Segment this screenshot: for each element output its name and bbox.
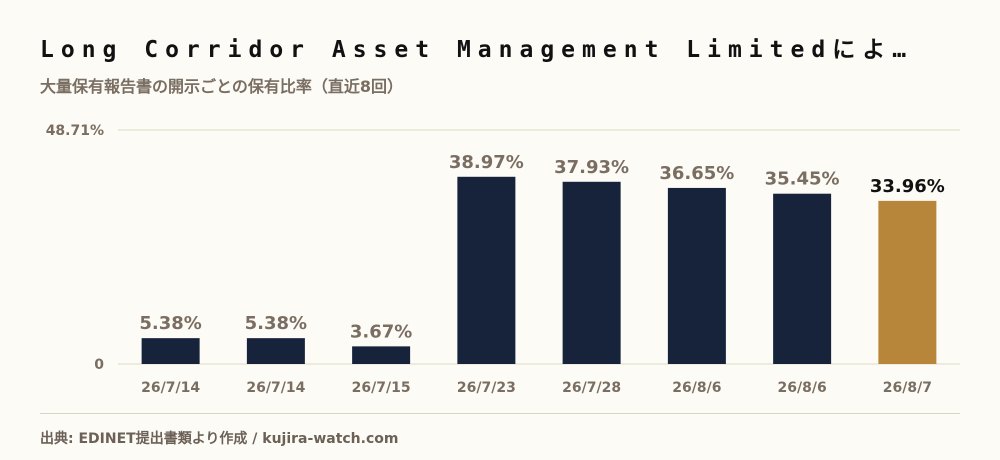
data-label: 36.65% [659,163,734,184]
data-label: 35.45% [765,169,840,190]
bar [141,338,200,364]
bar [246,338,305,364]
x-tick-label: 26/7/14 [246,380,305,396]
x-tick-label: 26/8/7 [883,380,932,396]
data-label: 33.96% [870,176,945,197]
bar [352,346,411,364]
bar [667,187,726,364]
bar [878,200,937,364]
data-label: 3.67% [350,321,412,342]
x-tick-label: 26/7/15 [352,380,411,396]
data-label: 5.38% [139,313,201,334]
bar [562,181,621,364]
x-tick-label: 26/8/6 [778,380,827,396]
source-note: 出典: EDINET提出書類より作成 / kujira-watch.com [40,431,399,447]
bar [773,193,832,364]
data-label: 38.97% [449,152,524,173]
chart-title: Long Corridor Asset Management Limitedによ… [40,37,914,63]
y-tick-label: 48.71% [46,123,104,139]
data-label: 5.38% [245,313,307,334]
data-label: 37.93% [554,157,629,178]
y-tick-label: 0 [94,357,104,373]
x-tick-label: 26/7/23 [457,380,516,396]
footer-divider [40,413,960,414]
bar [457,176,516,364]
x-tick-label: 26/8/6 [672,380,721,396]
x-tick-label: 26/7/28 [562,380,621,396]
x-tick-label: 26/7/14 [141,380,200,396]
chart-subtitle: 大量保有報告書の開示ごとの保有比率（直近8回） [40,77,403,96]
